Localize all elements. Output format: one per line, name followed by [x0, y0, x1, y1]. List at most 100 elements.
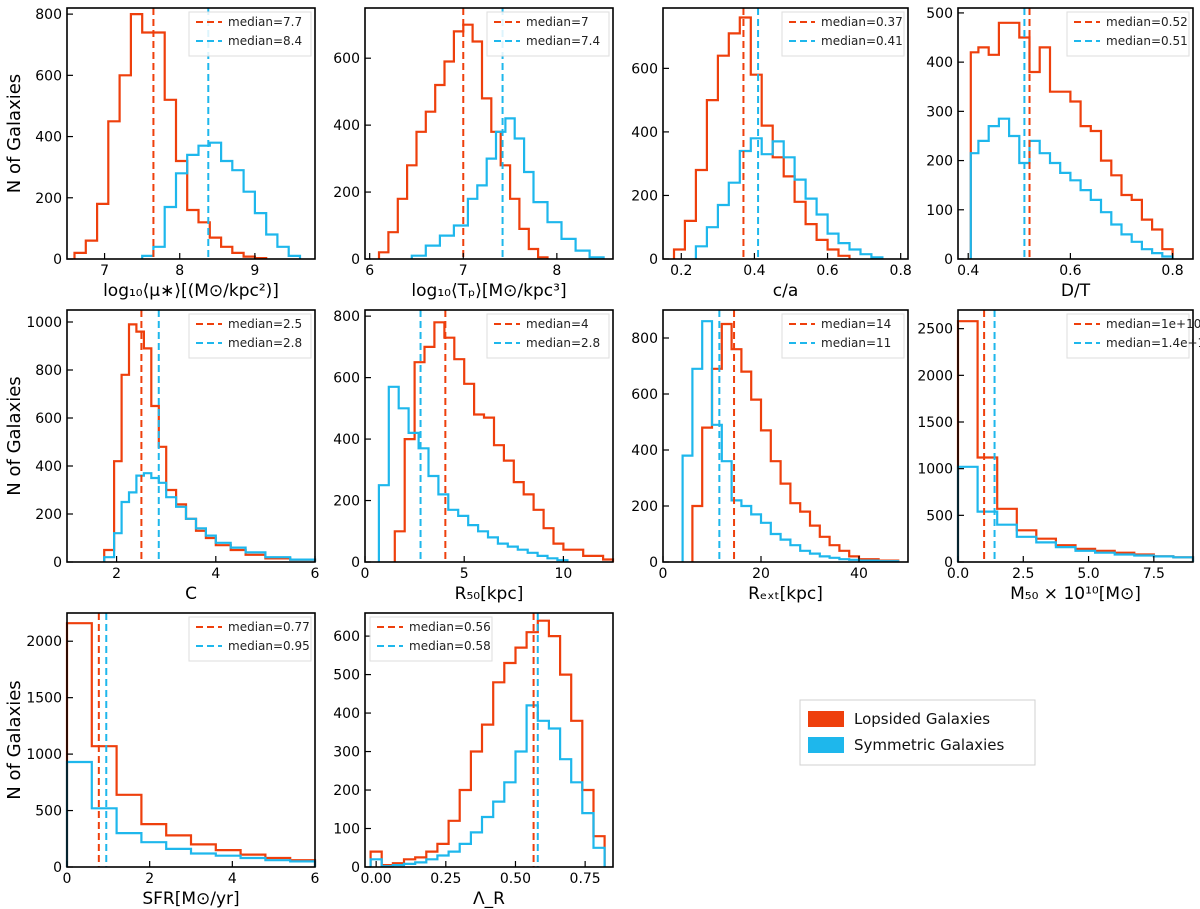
x-tick-label-m50: 0.0 [947, 566, 969, 582]
y-tick-label-r50: 400 [333, 432, 360, 448]
axes-frame-m50 [957, 309, 1194, 563]
chart-panel-rext: 0 20 400200400600800Rₑₓₜ[kpc]median=14medi… [631, 309, 909, 604]
panel-legend-tp: median=7 median=7.4 [486, 11, 610, 57]
lopsided-legend-swatch [808, 711, 844, 727]
figure-legend-frame [799, 699, 1036, 766]
median-label-r50: median=2.8 [526, 336, 600, 350]
panel-legend-c: median=2.5 median=2.8 [188, 313, 312, 359]
y-tick-label-lambda: 300 [333, 745, 360, 761]
y-tick-label-tp: 400 [333, 118, 360, 134]
axes-frame-rext [662, 309, 909, 563]
x-tick-label-m50: 2.5 [1012, 566, 1034, 582]
x-axis-label-c: C [185, 584, 197, 604]
panel-legend-dt: median=0.52 median=0.51 [1066, 11, 1190, 57]
lopsided-histogram-sfr [65, 622, 317, 867]
median-label-r50: median=4 [526, 317, 589, 331]
y-tick-label-sfr: 0 [53, 860, 62, 876]
y-tick-label-m50: 2500 [917, 322, 953, 338]
panel-legend-lambda: median=0.56 median=0.58 [369, 616, 493, 662]
y-tick-label-ca: 600 [631, 61, 658, 77]
median-label-dt: median=0.52 [1106, 15, 1188, 29]
x-tick-label-c: 2 [112, 566, 121, 582]
x-tick-label-r50: 10 [554, 566, 572, 582]
y-tick-label-dt: 0 [944, 252, 953, 268]
y-tick-label-dt: 400 [926, 55, 953, 71]
y-tick-label-lambda: 200 [333, 783, 360, 799]
y-tick-label-m50: 1500 [917, 415, 953, 431]
axes-frame-sfr [66, 612, 316, 868]
symmetric-histogram-m50 [956, 465, 1195, 562]
chart-panel-lambda: 0.00 0.25 0.50 0.75 0 100 200 300 400 500 600 Λ_R me… [333, 612, 614, 909]
figure-legend: Lopsided Galaxies Symmetric Galaxies [799, 699, 1036, 766]
x-tick-label-lambda: 0.75 [570, 871, 601, 887]
x-tick-label-dt: 0.4 [957, 263, 979, 279]
chart-panel-dt: 0.4 0.6 0.80100200300400500D/Tmedian=0.52m… [926, 6, 1194, 301]
chart-panel-c: 2 4 6 0 200 400 600 800 1000 C N of Galaxies median… [4, 309, 320, 604]
median-label-lambda: median=0.58 [409, 639, 491, 653]
y-tick-label-ca: 200 [631, 188, 658, 204]
median-label-rext: median=14 [821, 317, 891, 331]
median-label-m50: median=1.4e+10 [1106, 336, 1200, 350]
lopsided-histogram-c [103, 323, 317, 562]
panel-legend-ca: median=0.37 median=0.41 [781, 11, 905, 57]
x-tick-label-mu: 7 [100, 263, 109, 279]
panel-legend-mu: median=7.7 median=8.4 [188, 11, 312, 57]
lopsided-histogram-ca [672, 16, 851, 259]
x-tick-label-lambda: 0.50 [500, 871, 531, 887]
x-tick-label-sfr: 2 [145, 871, 154, 887]
median-label-lambda: median=0.56 [409, 620, 491, 634]
x-tick-label-rext: 20 [752, 566, 770, 582]
panel-legend-frame-tp [486, 11, 610, 57]
symmetric-histogram-c [103, 472, 317, 562]
median-label-m50: median=1e+10 [1106, 317, 1200, 331]
median-label-dt: median=0.51 [1106, 34, 1188, 48]
y-tick-label-tp: 0 [351, 252, 360, 268]
y-tick-label-c: 200 [35, 507, 62, 523]
y-tick-label-sfr: 500 [35, 804, 62, 820]
panel-legend-sfr: median=0.77 median=0.95 [188, 616, 312, 662]
x-axis-label-tp: log₁₀⟨Tₚ⟩[M⊙/kpc³] [411, 281, 566, 301]
x-axis-label-dt: D/T [1061, 281, 1091, 301]
y-tick-label-rext: 200 [631, 499, 658, 515]
panel-legend-frame-dt [1066, 11, 1190, 57]
axes-frame-r50 [364, 309, 614, 563]
panel-legend-frame-mu [188, 11, 312, 57]
chart-panel-r50: 0 5 100200400600800R₅₀[kpc]median=4median=… [333, 309, 615, 604]
symmetric-histogram-mu [141, 141, 302, 259]
symmetric-histogram-tp [410, 117, 605, 259]
symmetric-histogram-ca [694, 137, 884, 259]
x-tick-label-ca: 0.6 [816, 263, 838, 279]
x-tick-label-c: 4 [211, 566, 220, 582]
y-tick-label-c: 0 [53, 555, 62, 571]
y-tick-label-dt: 300 [926, 104, 953, 120]
median-label-tp: median=7 [526, 15, 589, 29]
axes-frame-c [66, 309, 316, 563]
y-tick-label-rext: 600 [631, 387, 658, 403]
x-tick-label-ca: 0.2 [670, 263, 692, 279]
y-tick-label-lambda: 0 [351, 860, 360, 876]
x-tick-label-sfr: 4 [228, 871, 237, 887]
y-tick-label-c: 600 [35, 411, 62, 427]
y-tick-label-dt: 200 [926, 154, 953, 170]
x-tick-label-dt: 0.6 [1059, 263, 1081, 279]
x-tick-label-rext: 0 [659, 566, 668, 582]
y-tick-label-m50: 1000 [917, 462, 953, 478]
chart-panel-sfr: 0 2 4 6 0 500 1000 1500 2000 SFR[M⊙/yr] N of Galax… [4, 612, 320, 909]
x-tick-label-r50: 0 [361, 566, 370, 582]
lopsided-histogram-rext [691, 322, 900, 562]
lopsided-histogram-mu [73, 13, 268, 260]
x-tick-label-m50: 5.0 [1077, 566, 1099, 582]
panel-legend-r50: median=4 median=2.8 [486, 313, 610, 359]
y-tick-label-m50: 500 [926, 508, 953, 524]
x-axis-label-mu: log₁₀⟨μ∗⟩[(M⊙/kpc²)] [103, 281, 279, 301]
lopsided-histogram-r50 [393, 321, 615, 562]
y-tick-label-tp: 600 [333, 51, 360, 67]
y-tick-label-rext: 400 [631, 443, 658, 459]
panel-legend-frame-r50 [486, 313, 610, 359]
chart-panel-mu: 7 8 9 0 200 400 600 800 log₁₀⟨μ∗⟩[(M⊙/kpc²)] N of… [4, 7, 316, 301]
x-tick-label-sfr: 6 [311, 871, 320, 887]
y-tick-label-dt: 500 [926, 6, 953, 22]
median-label-mu: median=8.4 [228, 34, 302, 48]
median-label-ca: median=0.37 [821, 15, 903, 29]
